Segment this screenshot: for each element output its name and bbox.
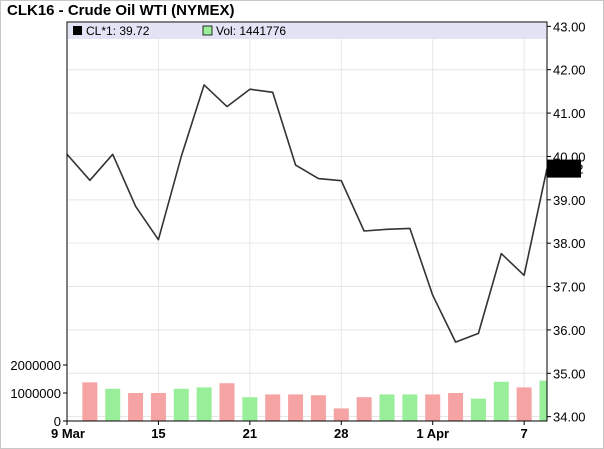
volume-axis: 2000000 1000000 0 [10, 358, 67, 429]
volume-bar [150, 393, 166, 421]
price-tick-label: 41.00 [553, 106, 586, 121]
chart-title: CLK16 - Crude Oil WTI (NYMEX) [7, 2, 235, 19]
volume-bar [379, 394, 395, 421]
volume-bar [288, 394, 304, 421]
price-tick-label: 42.00 [553, 63, 586, 78]
price-series-line [67, 84, 547, 343]
volume-bar [265, 394, 281, 421]
volume-tick-label: 1000000 [10, 386, 61, 401]
volume-legend-label: Vol: 1441776 [216, 24, 286, 38]
price-tick-label: 34.00 [553, 410, 586, 425]
price-tick-label: 36.00 [553, 323, 586, 338]
price-line-group [67, 84, 547, 343]
x-tick-label: 15 [151, 426, 165, 441]
price-axis: 43.0042.0041.0040.0039.0038.0037.0036.00… [547, 19, 586, 425]
volume-tick-label: 2000000 [10, 358, 61, 373]
volume-bar [402, 394, 418, 421]
volume-bars [82, 380, 547, 421]
volume-bar [219, 383, 235, 421]
last-price-label: 39.72 [551, 162, 584, 177]
x-axis: 9 Mar 15 21 28 1 Apr 7 [51, 421, 528, 441]
close-legend-label: CL*1: 39.72 [86, 24, 150, 38]
volume-tick-label: 0 [54, 414, 61, 429]
volume-bar [310, 395, 326, 421]
volume-bar [242, 397, 258, 421]
x-tick-label: 21 [243, 426, 257, 441]
price-tick-label: 37.00 [553, 280, 586, 295]
volume-legend-swatch [202, 25, 213, 36]
price-tick-label: 35.00 [553, 366, 586, 381]
volume-bar [173, 388, 189, 421]
x-tick-label: 1 Apr [416, 426, 449, 441]
volume-bar [82, 382, 98, 421]
volume-bar [356, 397, 372, 421]
last-price-marker [547, 159, 581, 178]
x-tick-label: 9 Mar [51, 426, 85, 441]
volume-bar [448, 393, 464, 421]
volume-bar [539, 380, 547, 421]
volume-bar [470, 398, 486, 421]
volume-bar [128, 393, 144, 421]
price-tick-label: 38.00 [553, 236, 586, 251]
x-tick-label: 28 [334, 426, 348, 441]
volume-bar [516, 387, 532, 421]
volume-bar [493, 381, 509, 421]
price-tick-label: 39.00 [553, 193, 586, 208]
volume-bar [196, 387, 212, 421]
legend-band [68, 23, 546, 39]
volume-bar [105, 388, 121, 421]
plot-border [66, 21, 548, 422]
close-legend-swatch [73, 26, 82, 35]
plot-area [67, 22, 547, 421]
x-tick-label: 7 [521, 426, 528, 441]
price-tick-label: 43.00 [553, 19, 586, 34]
volume-bar [333, 408, 349, 421]
volume-bar [425, 394, 441, 421]
